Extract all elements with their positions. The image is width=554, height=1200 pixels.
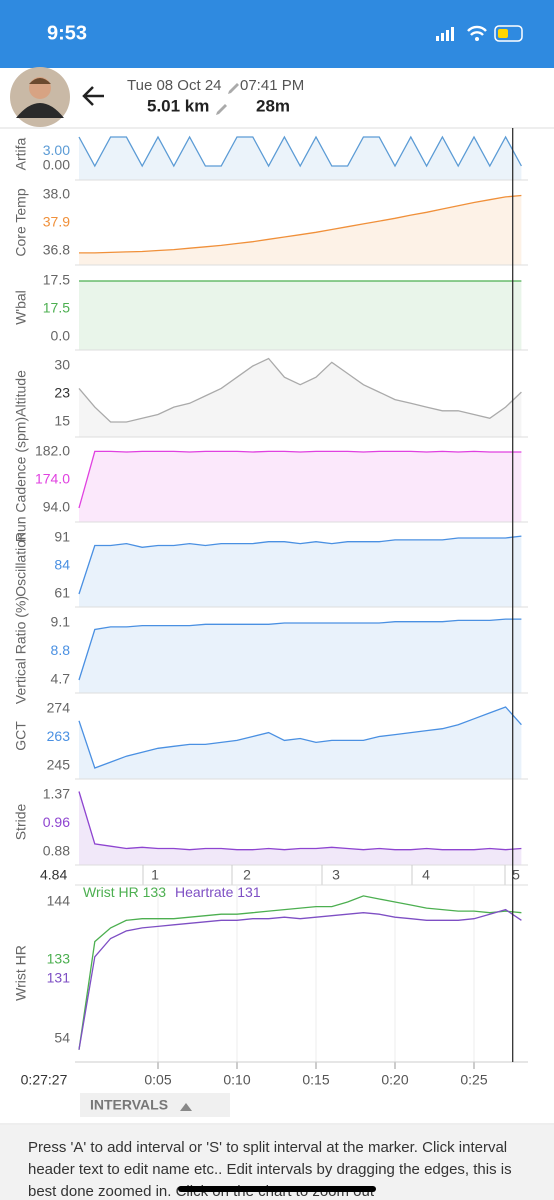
y-tick-label: 0.0 <box>51 328 71 344</box>
current-value: 263 <box>47 728 71 744</box>
area <box>79 707 522 779</box>
status-time: 9:53 <box>47 22 87 44</box>
y-tick-label: 94.0 <box>43 499 70 515</box>
activity-date[interactable]: Tue 08 Oct 24 <box>127 77 222 94</box>
area <box>79 195 522 265</box>
interval-label: 3 <box>332 867 340 883</box>
area <box>79 536 522 607</box>
legend-value: 131 <box>237 884 261 900</box>
panel-label: Stride <box>13 804 29 841</box>
edit-icon[interactable] <box>216 104 227 115</box>
y-tick-label: 91 <box>54 529 70 545</box>
current-value: 17.5 <box>43 300 70 316</box>
interval-label: 5 <box>512 867 520 883</box>
y-tick-label: 9.1 <box>51 614 71 630</box>
panel-label: Artifa <box>13 137 29 170</box>
charts[interactable]: Artifa 3.000.00 Core Temp 37.9 38.0 36.8 W'bal… <box>13 128 528 1088</box>
interval-label: 1 <box>151 867 159 883</box>
legend-name: Wrist HR <box>83 884 139 900</box>
activity-duration: 28m <box>256 96 290 115</box>
current-value: 133 <box>47 951 71 967</box>
current-value: 3.00 <box>43 142 70 158</box>
line <box>78 895 522 1050</box>
current-value: 174.0 <box>35 471 70 487</box>
x-tick-label: 0:20 <box>381 1072 408 1088</box>
panel-label: Altitude <box>13 370 29 417</box>
y-tick-label: 1.37 <box>43 786 70 802</box>
y-tick-label: 0.88 <box>43 843 70 859</box>
line <box>78 450 522 509</box>
area <box>79 358 522 437</box>
area <box>79 451 522 522</box>
y-tick-label: 17.5 <box>43 272 70 288</box>
legend-entry: Wrist HR 133 <box>83 884 166 900</box>
x-tick-label: 0:25 <box>460 1072 487 1088</box>
edit-icon[interactable] <box>228 83 239 94</box>
interval-label: 2 <box>243 867 251 883</box>
line <box>78 135 522 168</box>
current-value: 37.9 <box>43 214 70 230</box>
current-value: 131 <box>47 970 71 986</box>
x-tick-label: 0:10 <box>223 1072 250 1088</box>
panel-label: Vertical Ratio (%) <box>13 596 29 704</box>
line <box>78 908 522 1050</box>
status-bar <box>0 0 554 68</box>
cursor-time: 0:27:27 <box>21 1072 68 1088</box>
area <box>79 137 522 180</box>
interval-label: 4 <box>422 867 430 883</box>
y-tick-label: 274 <box>47 700 71 716</box>
current-value: 84 <box>54 557 70 573</box>
legend-entry: Heartrate 131 <box>175 884 261 900</box>
panel-label: Run Cadence (spm) <box>13 417 29 542</box>
y-tick-label: 182.0 <box>35 443 70 459</box>
area <box>79 619 522 693</box>
panel-label: GCT <box>13 721 29 751</box>
line <box>79 194 522 254</box>
activity-time[interactable]: 07:41 PM <box>240 77 304 94</box>
expand-icon[interactable] <box>180 1103 192 1111</box>
status-icons <box>436 25 523 42</box>
area <box>79 791 522 865</box>
legend-value: 133 <box>143 884 167 900</box>
current-value: 23 <box>54 385 70 401</box>
y-tick-label: 245 <box>47 757 71 773</box>
y-tick-label: 0.00 <box>43 157 70 173</box>
avatar[interactable] <box>10 67 70 127</box>
y-tick-label: 54 <box>54 1030 70 1046</box>
x-tick-label: 0:05 <box>144 1072 171 1088</box>
line <box>78 618 522 681</box>
y-tick-label: 15 <box>54 413 70 429</box>
y-tick-label: 36.8 <box>43 242 70 258</box>
intervals-button-bg[interactable] <box>80 1093 230 1117</box>
y-tick-label: 30 <box>54 357 70 373</box>
y-tick-label: 38.0 <box>43 186 70 202</box>
panel-label: Wrist HR <box>13 945 29 1001</box>
area <box>79 281 522 350</box>
y-tick-label: 4.7 <box>51 671 71 687</box>
panel-label: Oscillation <box>13 532 29 597</box>
interval-left-label: 4.84 <box>40 867 67 883</box>
line <box>78 706 522 769</box>
line <box>78 791 522 851</box>
line <box>78 535 522 595</box>
back-button[interactable] <box>82 86 104 106</box>
panel-label: W'bal <box>13 290 29 325</box>
help-text: Press 'A' to add interval or 'S' to spli… <box>0 1125 554 1200</box>
current-value: 8.8 <box>51 642 71 658</box>
y-tick-label: 61 <box>54 585 70 601</box>
panel-label: Core Temp <box>13 188 29 256</box>
intervals-button[interactable]: INTERVALS <box>90 1097 168 1113</box>
x-tick-label: 0:15 <box>302 1072 329 1088</box>
current-value: 0.96 <box>43 814 70 830</box>
y-tick-label: 144 <box>47 893 71 909</box>
header <box>0 68 554 128</box>
legend-name: Heartrate <box>175 884 234 900</box>
activity-distance[interactable]: 5.01 km <box>147 96 209 115</box>
line <box>78 357 522 423</box>
